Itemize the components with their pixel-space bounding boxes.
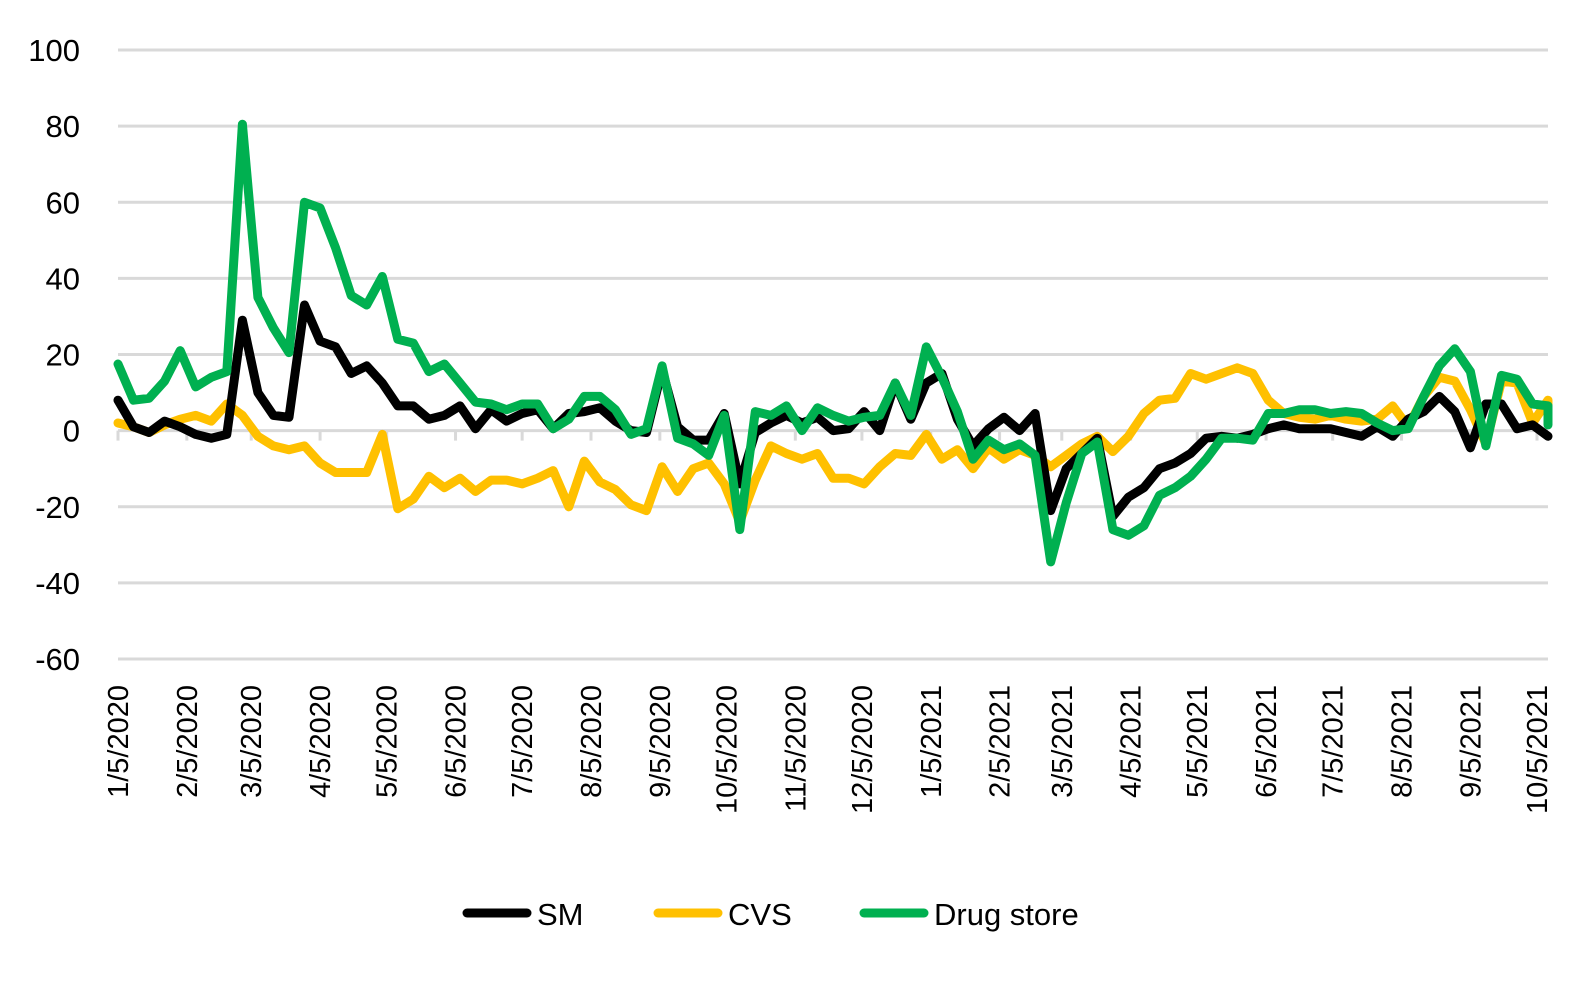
- legend-label-cvs: CVS: [728, 897, 792, 932]
- x-tick-label: 10/5/2021: [1522, 685, 1554, 814]
- x-tick-label: 9/5/2021: [1455, 685, 1487, 798]
- x-tick-label: 11/5/2020: [780, 685, 812, 812]
- x-tick-label: 8/5/2020: [576, 685, 608, 798]
- series-line-drug-store: [113, 119, 1553, 567]
- y-tick-label: 40: [46, 261, 80, 296]
- gridlines: [116, 48, 1548, 661]
- series-lines: [113, 119, 1553, 567]
- x-tick-label: 2/5/2021: [985, 685, 1017, 798]
- x-tick-label: 1/5/2020: [103, 685, 135, 798]
- x-tick-label: 7/5/2020: [507, 685, 539, 798]
- series-line-cvs: [113, 363, 1553, 527]
- x-tick-label: 6/5/2020: [441, 685, 473, 798]
- x-tick-label: 5/5/2021: [1182, 685, 1214, 798]
- y-axis-ticks: 100 80 60 40 20 0 -20 -40 -60: [28, 33, 80, 677]
- legend-label-sm: SM: [537, 897, 584, 932]
- y-tick-label: 60: [46, 185, 80, 220]
- x-tick-label: 5/5/2020: [372, 685, 404, 798]
- x-tick-label: 3/5/2020: [236, 685, 268, 798]
- x-tick-label: 9/5/2020: [645, 685, 677, 798]
- y-tick-label: -20: [35, 490, 80, 525]
- x-tick-label: 7/5/2021: [1318, 685, 1350, 798]
- x-tick-label: 3/5/2021: [1047, 685, 1079, 798]
- series-line-sm: [113, 300, 1553, 521]
- x-tick-label: 12/5/2020: [847, 685, 879, 814]
- x-tick-label: 6/5/2021: [1251, 685, 1283, 798]
- legend-item-sm: SM: [462, 897, 584, 932]
- y-tick-label: 100: [28, 33, 80, 68]
- x-tick-label: 10/5/2020: [711, 685, 743, 814]
- x-tick-label: 4/5/2021: [1116, 685, 1148, 798]
- x-axis: 1/5/2020 2/5/2020 3/5/2020 4/5/2020 5/5/2020…: [103, 685, 1554, 814]
- x-tick-label: 4/5/2020: [305, 685, 337, 798]
- y-tick-label: 80: [46, 109, 80, 144]
- legend-item-drug-store: Drug store: [859, 897, 1079, 932]
- y-tick-label: 20: [46, 338, 80, 373]
- y-tick-label: -60: [35, 642, 80, 677]
- x-tick-label: 2/5/2020: [172, 685, 204, 798]
- x-tick-label: 8/5/2021: [1387, 685, 1419, 798]
- legend: SM CVS Drug store: [462, 897, 1079, 932]
- y-tick-label: 0: [63, 414, 80, 449]
- legend-item-cvs: CVS: [653, 897, 792, 932]
- x-tick-label: 1/5/2021: [916, 685, 948, 798]
- legend-label-drug-store: Drug store: [934, 897, 1079, 932]
- y-tick-label: -40: [35, 566, 80, 601]
